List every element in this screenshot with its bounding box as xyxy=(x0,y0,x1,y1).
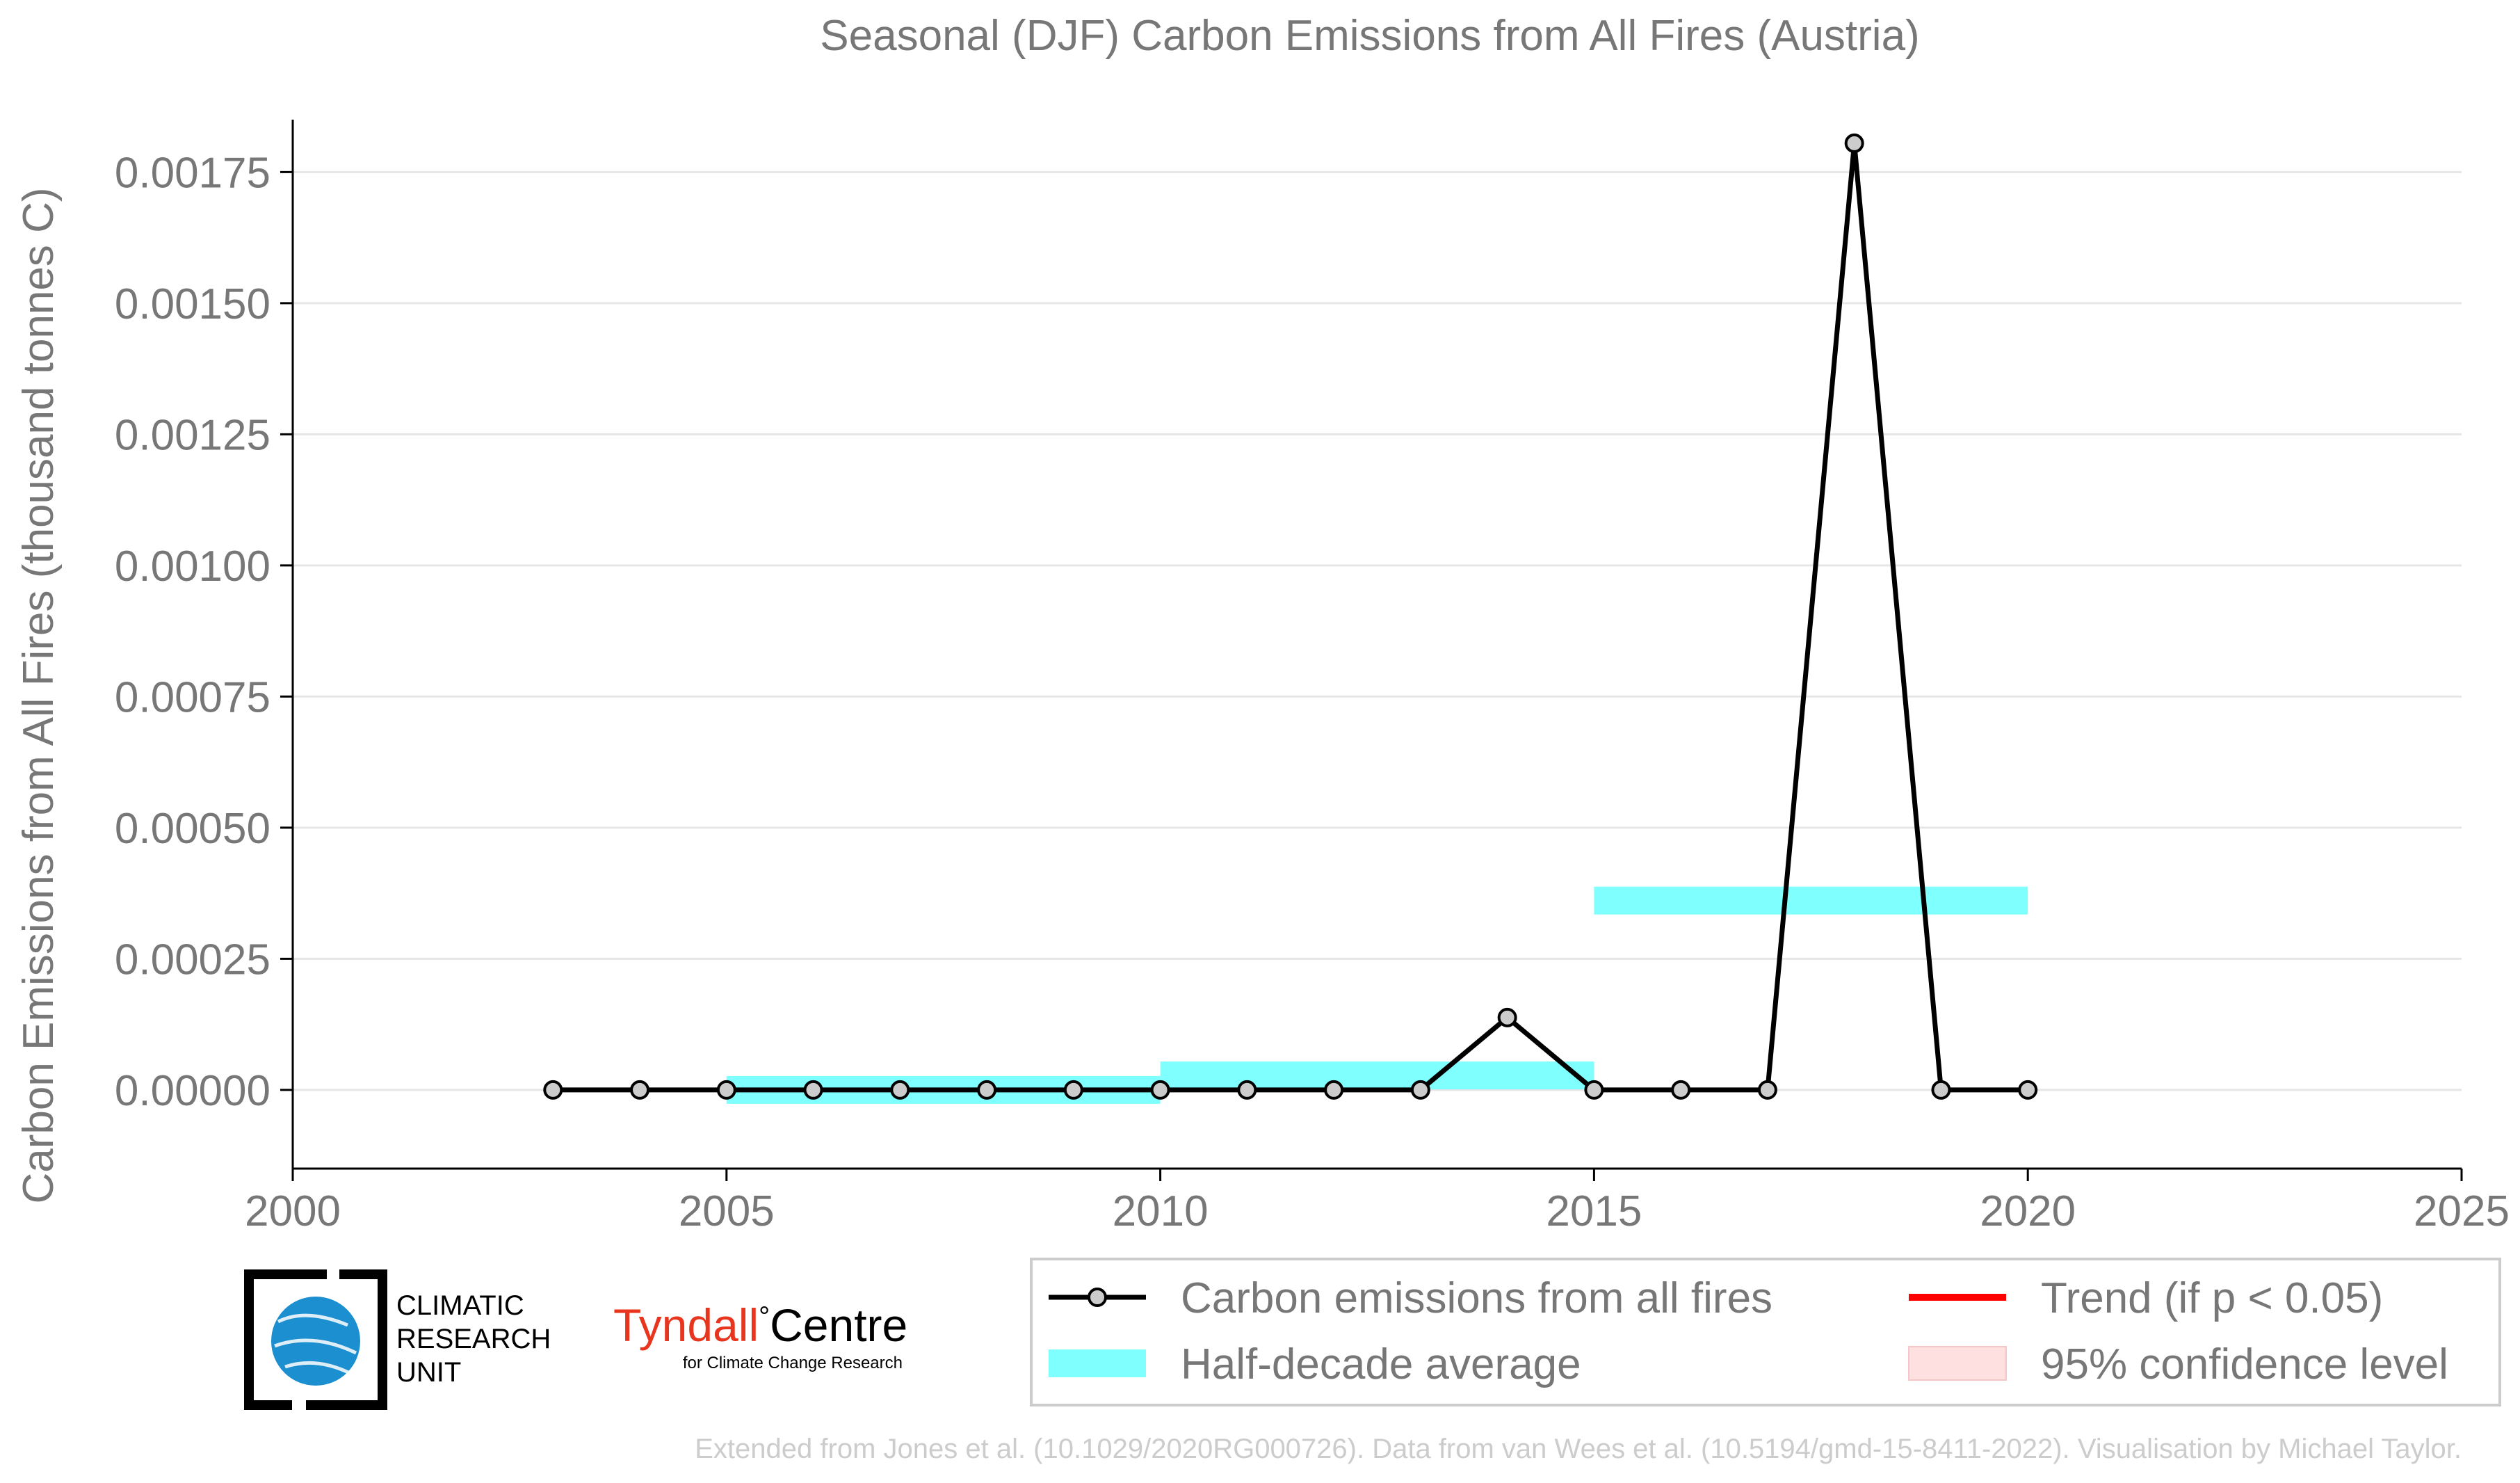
y-tick-label: 0.00000 xyxy=(115,1067,270,1115)
data-point xyxy=(890,1080,910,1100)
x-tick-label: 2010 xyxy=(1113,1187,1209,1235)
y-tick-label: 0.00150 xyxy=(115,280,270,328)
x-tick-label: 2015 xyxy=(1546,1187,1642,1235)
legend-box xyxy=(1030,1258,2501,1406)
x-tick-label: 2000 xyxy=(245,1187,341,1235)
cru-logo-line: RESEARCH xyxy=(396,1324,551,1354)
tyndall-logo-subtitle: for Climate Change Research xyxy=(683,1354,903,1372)
data-point xyxy=(977,1080,997,1100)
y-tick-label: 0.00175 xyxy=(115,149,270,197)
data-point xyxy=(1584,1080,1604,1100)
legend-marker xyxy=(1088,1288,1107,1307)
tyndall-logo: Tyndall°Centre for Climate Change Resear… xyxy=(613,1299,907,1372)
legend: Carbon emissions from all fires Trend (if… xyxy=(1030,1258,2501,1406)
data-point xyxy=(716,1080,736,1100)
data-point xyxy=(1324,1080,1344,1100)
series-line xyxy=(553,141,2028,1093)
data-point xyxy=(1150,1080,1170,1100)
grid-lines xyxy=(293,170,2462,1091)
half-decade-bands xyxy=(726,886,2028,1104)
tyndall-logo-text: Tyndall°Centre xyxy=(613,1299,907,1351)
data-point xyxy=(543,1080,563,1100)
y-axis-label: Carbon Emissions from All Fires (thousan… xyxy=(15,187,63,1203)
cru-logo-text: CLIMATIC RESEARCH UNIT xyxy=(396,1290,551,1388)
data-point xyxy=(1063,1080,1083,1100)
half-decade-band xyxy=(1160,1061,1594,1090)
axes: 0.00000 0.00025 0.00050 0.00075 0.00100 0.001… xyxy=(115,120,2510,1235)
legend-label: Carbon emissions from all fires xyxy=(1181,1274,1772,1322)
cru-logo: CLIMATIC RESEARCH UNIT xyxy=(244,1269,551,1410)
cru-logo-line: CLIMATIC xyxy=(396,1290,524,1321)
data-point xyxy=(1237,1080,1257,1100)
legend-label: Half-decade average xyxy=(1181,1340,1581,1388)
half-decade-band xyxy=(1594,886,2028,915)
series-layer xyxy=(543,133,2038,1100)
data-point xyxy=(1931,1080,1951,1100)
globe-icon-swirl xyxy=(274,1313,357,1376)
cru-logo-frame xyxy=(244,1269,327,1410)
data-point xyxy=(1671,1080,1691,1100)
data-point xyxy=(1844,133,1864,153)
credit-text: Extended from Jones et al. (10.1029/2020… xyxy=(695,1434,2462,1464)
data-point xyxy=(2018,1080,2038,1100)
y-tick-label: 0.00050 xyxy=(115,805,270,853)
cru-logo-frame-right xyxy=(306,1269,387,1410)
legend-label: 95% confidence level xyxy=(2041,1340,2448,1388)
legend-swatch xyxy=(1908,1346,2007,1381)
y-tick-label: 0.00100 xyxy=(115,543,270,591)
x-tick-label: 2020 xyxy=(1980,1187,2076,1235)
data-point xyxy=(630,1080,650,1100)
legend-swatch xyxy=(1049,1349,1146,1377)
data-point xyxy=(803,1080,823,1100)
data-point xyxy=(1497,1007,1517,1027)
y-tick-label: 0.00075 xyxy=(115,673,270,721)
legend-label: Trend (if p < 0.05) xyxy=(2041,1274,2383,1322)
data-point xyxy=(1757,1080,1777,1100)
x-tick-label: 2025 xyxy=(2414,1187,2510,1235)
cru-logo-line: UNIT xyxy=(396,1357,461,1388)
y-tick-label: 0.00125 xyxy=(115,411,270,459)
chart-title: Seasonal (DJF) Carbon Emissions from All… xyxy=(820,12,1919,60)
x-tick-label: 2005 xyxy=(679,1187,775,1235)
y-tick-label: 0.00025 xyxy=(115,936,270,984)
data-point xyxy=(1410,1080,1430,1100)
